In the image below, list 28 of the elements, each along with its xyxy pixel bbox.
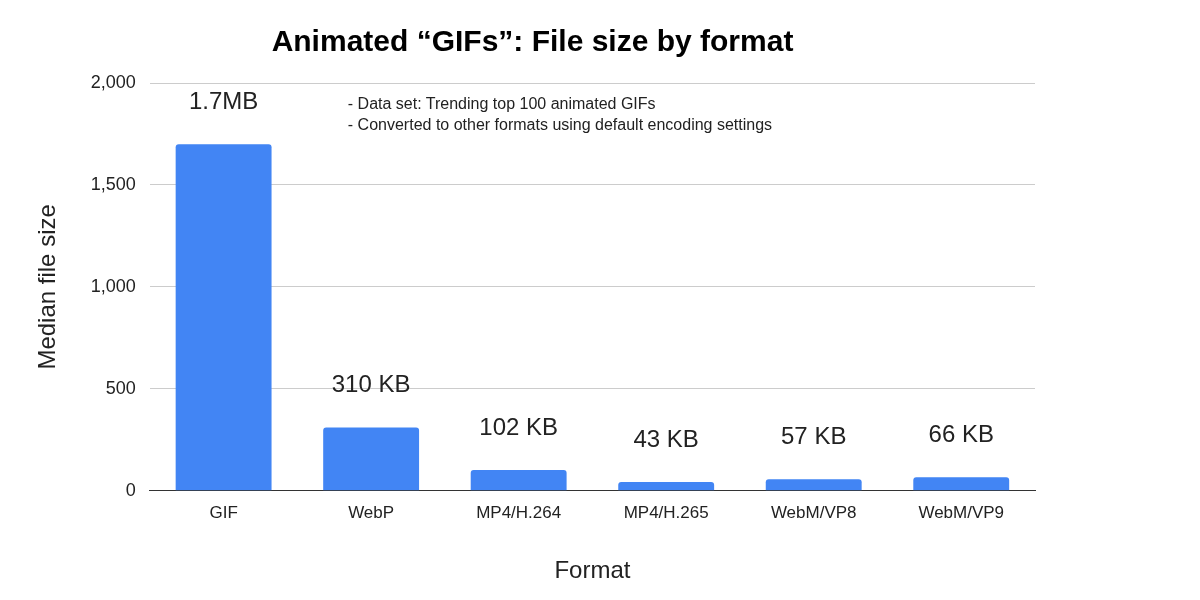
- chart-title: Animated “GIFs”: File size by format: [271, 24, 794, 58]
- data-label: 66 KB: [928, 419, 994, 447]
- data-label: 43 KB: [633, 424, 699, 452]
- bar: [913, 477, 1010, 491]
- y-tick-label: 0: [125, 479, 136, 500]
- y-axis-title: Median file size: [33, 204, 61, 370]
- y-tick-label: 500: [105, 377, 136, 398]
- bar: [470, 470, 567, 491]
- bar: [765, 479, 862, 491]
- annotation: 1.7MB: [188, 86, 259, 114]
- x-tick-label: MP4/H.265: [623, 502, 709, 522]
- bar: [323, 427, 420, 491]
- y-tick-label: 1,500: [90, 173, 136, 194]
- data-label: 102 KB: [479, 412, 559, 440]
- bar: [175, 144, 272, 491]
- annotation: - Data set: Trending top 100 animated GIFs: [347, 95, 656, 113]
- y-tick-label: 1,000: [90, 275, 136, 296]
- data-label: 57 KB: [781, 421, 847, 449]
- annotation: - Converted to other formats using default encoding settings: [347, 116, 773, 134]
- y-tick-label: 2,000: [90, 71, 136, 92]
- x-tick-label: MP4/H.264: [476, 502, 562, 522]
- x-tick-label: WebM/VP9: [918, 502, 1005, 522]
- x-axis-title: Format: [554, 556, 631, 584]
- x-tick-label: WebP: [348, 502, 395, 522]
- x-tick-label: WebM/VP8: [770, 502, 857, 522]
- x-tick-label: GIF: [209, 502, 238, 522]
- data-label: 310 KB: [331, 370, 411, 398]
- bar: [618, 482, 715, 491]
